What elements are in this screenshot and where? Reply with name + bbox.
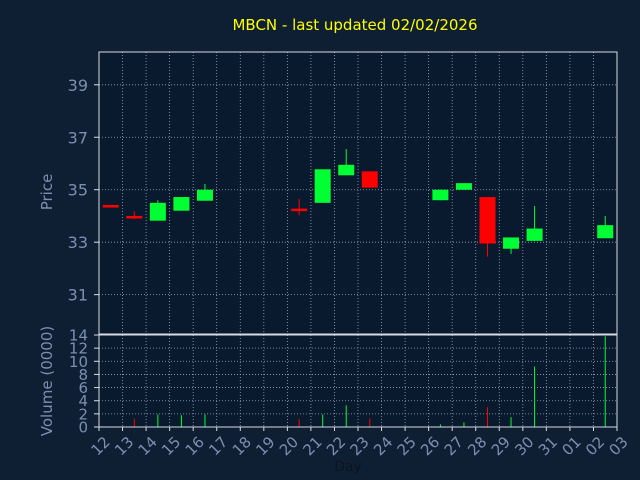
volume-tick-label: 8: [78, 366, 88, 384]
price-tick-label: 33: [68, 233, 88, 252]
price-panel: 31 33 35 37 39: [68, 51, 618, 335]
candle-body: [196, 189, 213, 201]
candle-body: [432, 189, 449, 201]
candle-body: [455, 183, 472, 190]
volume-tick-label: 4: [78, 392, 88, 410]
price-tick-label: 31: [68, 286, 88, 305]
candle-body: [126, 215, 143, 219]
candle-body: [102, 204, 119, 208]
candle-body: [479, 197, 496, 244]
volume-tick-label: 14: [69, 327, 88, 345]
candle-body: [291, 208, 308, 212]
candle-body: [338, 164, 355, 176]
candle-body: [503, 237, 520, 249]
x-axis-label: Day: [334, 459, 362, 475]
volume-tick-label: 10: [69, 353, 88, 371]
volume-axis-label: Volume (0000): [38, 326, 56, 436]
candle-body: [173, 197, 190, 211]
candle-body: [526, 228, 543, 241]
price-tick-label: 35: [68, 181, 88, 200]
volume-tick-label: 2: [78, 405, 88, 423]
price-axis-label: Price: [38, 174, 56, 211]
volume-tick-label: 12: [69, 340, 88, 358]
candle-body: [597, 225, 614, 239]
price-tick-label: 37: [68, 128, 88, 147]
candle-body: [314, 169, 331, 203]
price-frame: [98, 51, 618, 335]
chart-title: MBCN - last updated 02/02/2026: [232, 16, 477, 34]
volume-tick-label: 6: [78, 379, 88, 397]
candle-body: [361, 171, 378, 188]
candle-body: [149, 202, 166, 221]
price-tick-label: 39: [68, 76, 88, 95]
volume-tick-label: 0: [78, 419, 88, 437]
